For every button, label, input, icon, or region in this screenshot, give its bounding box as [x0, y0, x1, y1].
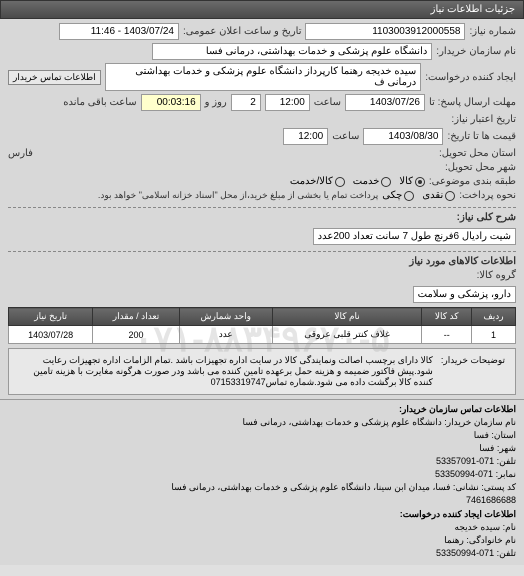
radio-both-icon [335, 177, 345, 187]
address-label: کد پستی: [481, 482, 516, 492]
payment-label: نحوه پرداخت: [459, 190, 516, 201]
location-value: فارس [8, 148, 33, 159]
req-phone-label: تلفن: [497, 548, 516, 558]
time-label-2: ساعت [332, 131, 359, 142]
description-box: توضیحات خریدار: کالا دارای برچسب اصالت و… [8, 348, 516, 395]
contact-section: اطلاعات تماس سازمان خریدار: نام سازمان خ… [0, 399, 524, 565]
classification-label: طبقه بندی موضوعی: [429, 176, 516, 187]
td-qty: 200 [93, 326, 180, 344]
td-name: غلاف کنتر قلبی عروقی [272, 326, 422, 344]
province-value: فسا [474, 430, 489, 440]
fax-label: نمابر: [496, 469, 516, 479]
overview-label: شرح کلی نیاز: [457, 212, 516, 223]
request-number: 1103003912000558 [305, 23, 465, 40]
radio-cash[interactable]: نقدی [422, 190, 455, 201]
radio-check-label: چکی [382, 190, 402, 201]
td-code: -- [422, 326, 472, 344]
buyer-name: دانشگاه علوم پزشکی و خدمات بهداشتی، درما… [152, 43, 432, 60]
radio-cash-label: نقدی [422, 190, 443, 201]
desc-text: کالا دارای برچسب اصالت ونمایندگی کالا در… [13, 353, 435, 390]
requester-label: ایجاد کننده درخواست: [425, 72, 516, 83]
panel-title: جزئیات اطلاعات نیاز [431, 4, 515, 15]
radio-services-label: خدمت [353, 176, 380, 187]
contact-city-value: فسا [479, 443, 494, 453]
city-label: شهر محل تحویل: [445, 162, 516, 173]
credit-date-label: تاریخ اعتبار نیاز: [451, 114, 516, 125]
classification-radios: کالا خدمت کالا/خدمت [290, 176, 425, 187]
req-family-label: نام خانوادگی: [466, 535, 516, 545]
announce-label: تاریخ و ساعت اعلان عمومی: [183, 26, 302, 37]
org-label: نام سازمان خریدار: [444, 417, 516, 427]
req-family-value: رهنما [444, 535, 464, 545]
req-name-value: سیده خدیجه [455, 522, 501, 532]
payment-radios: نقدی چکی [382, 190, 455, 201]
deadline-time: 12:00 [265, 94, 310, 111]
address-value: نشانی: فسا، میدان ابن سینا، دانشگاه علوم… [171, 482, 478, 492]
th-date: تاریخ نیاز [9, 308, 93, 326]
goods-table: ردیف کد کالا نام کالا واحد شمارش تعداد /… [8, 307, 516, 344]
radio-services-icon [381, 177, 391, 187]
req-phone-value: 071-53350994 [436, 548, 494, 558]
radio-both[interactable]: کالا/خدمت [290, 176, 345, 187]
postal-value: 7461686688 [466, 495, 516, 505]
panel-header: جزئیات اطلاعات نیاز [0, 0, 524, 19]
td-row: 1 [472, 326, 516, 344]
payment-note: پرداخت تمام یا بخشی از مبلغ خرید،از محل … [98, 190, 378, 201]
credit-date: 1403/08/30 [363, 128, 443, 145]
credit-label: قیمت ها تا تاریخ: [447, 131, 516, 142]
td-date: 1403/07/28 [9, 326, 93, 344]
requester-header: اطلاعات ایجاد کننده درخواست: [8, 509, 516, 520]
group-value: دارو، پزشکی و سلامت [413, 286, 516, 303]
location-label: استان محل تحویل: [439, 148, 516, 159]
overview-text: شیت رادیال 6فرنچ طول 7 سانت تعداد 200عدد [313, 228, 516, 245]
days-value: 2 [231, 94, 261, 111]
requester: سیده خدیجه رهنما کارپرداز دانشگاه علوم پ… [105, 63, 422, 91]
radio-services[interactable]: خدمت [353, 176, 392, 187]
time-label-1: ساعت [314, 97, 341, 108]
remaining-time: 00:03:16 [141, 94, 201, 111]
goods-section: اطلاعات کالاهای مورد نیاز [8, 251, 516, 267]
org-value: دانشگاه علوم پزشکی و خدمات بهداشتی، درما… [243, 417, 442, 427]
th-name: نام کالا [272, 308, 422, 326]
radio-check-icon [404, 191, 414, 201]
th-row: ردیف [472, 308, 516, 326]
deadline-label: مهلت ارسال پاسخ: تا [429, 97, 516, 108]
credit-time: 12:00 [283, 128, 328, 145]
announce-value: 1403/07/24 - 11:46 [59, 23, 179, 40]
phone-value: 071-53357091 [436, 456, 494, 466]
td-unit: عدد [179, 326, 272, 344]
radio-goods-icon [415, 177, 425, 187]
fax-value: 071-53350994 [435, 469, 493, 479]
radio-both-label: کالا/خدمت [290, 176, 333, 187]
remaining-label: ساعت باقی مانده [63, 97, 136, 108]
th-code: کد کالا [422, 308, 472, 326]
radio-goods-label: کالا [399, 176, 413, 187]
group-label: گروه کالا: [477, 270, 516, 281]
radio-goods[interactable]: کالا [399, 176, 425, 187]
table-row: 1 -- غلاف کنتر قلبی عروقی عدد 200 1403/0… [9, 326, 516, 344]
contact-city-label: شهر: [497, 443, 516, 453]
th-unit: واحد شمارش [179, 308, 272, 326]
request-number-label: شماره نیاز: [469, 26, 516, 37]
radio-cash-icon [445, 191, 455, 201]
buyer-name-label: نام سازمان خریدار: [436, 46, 516, 57]
province-label: استان: [491, 430, 516, 440]
radio-check[interactable]: چکی [382, 190, 414, 201]
overview-section: شرح کلی نیاز: [8, 207, 516, 223]
th-qty: تعداد / مقدار [93, 308, 180, 326]
phone-label: تلفن: [497, 456, 516, 466]
deadline-date: 1403/07/26 [345, 94, 425, 111]
contact-header: اطلاعات تماس سازمان خریدار: [8, 404, 516, 415]
req-name-label: نام: [503, 522, 516, 532]
days-label: روز و [205, 97, 227, 108]
contact-info-button[interactable]: اطلاعات تماس خریدار [8, 70, 101, 85]
desc-label: توضیحات خریدار: [435, 353, 511, 390]
